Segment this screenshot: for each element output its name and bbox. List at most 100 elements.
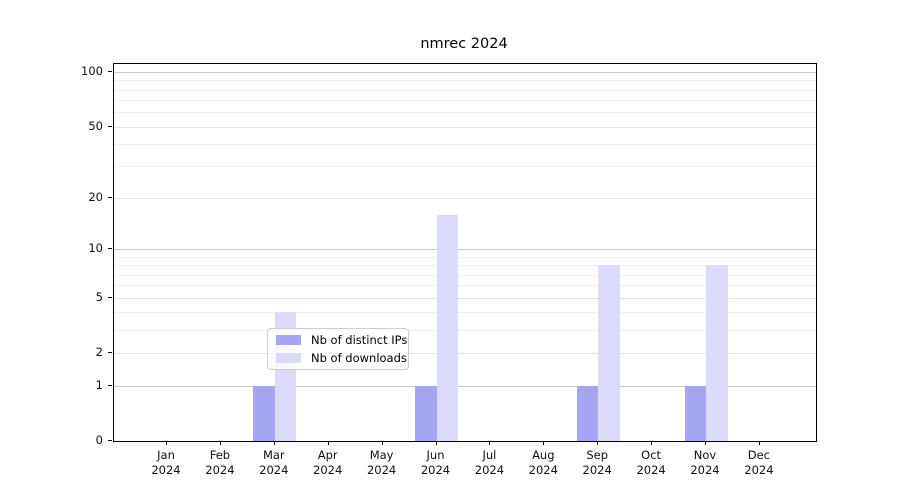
gridline-90 [114,80,816,82]
bar-distinct-ips-sep [576,385,599,441]
y-tick-label: 20 [88,189,103,204]
gridline-9 [114,256,816,258]
month-text: Jul [482,448,497,462]
month-text: Jan [157,448,175,462]
month-text: Nov [693,448,717,462]
x-tick-label-feb: Feb 2024 [193,448,247,478]
gridline-30 [114,166,816,168]
y-tick [108,71,112,72]
gridline-8 [114,265,816,267]
legend-label-distinct-ips: Nb of distinct IPs [311,333,408,347]
legend-label-downloads: Nb of downloads [311,351,407,365]
x-tick-label-dec: Dec 2024 [732,448,786,478]
x-tick-label-oct: Oct 2024 [624,448,678,478]
month-text: Aug [532,448,555,462]
x-tick-label-nov: Nov 2024 [678,448,732,478]
month-text: Sep [586,448,609,462]
month-text: Feb [209,448,231,462]
y-tick-label: 0 [95,433,103,447]
gridline-2 [114,353,816,355]
bar-downloads-sep [598,265,620,441]
x-tick [327,441,329,445]
year-text: 2024 [636,463,666,477]
gridline-5 [114,297,816,299]
y-tick-label: 100 [81,64,103,78]
legend-item-downloads: Nb of downloads [274,351,407,365]
x-tick [166,441,167,445]
month-text: Mar [262,448,285,462]
bar-distinct-ips-nov [684,385,706,441]
y-tick-label: 1 [95,377,103,392]
x-tick [219,441,221,445]
year-text: 2024 [151,463,181,477]
gridline-60 [114,112,816,114]
x-tick-label-may: May 2024 [355,448,409,478]
gridline-80 [114,89,816,91]
gridline-70 [114,100,816,102]
y-tick-label: 10 [88,241,103,256]
y-tick [108,384,112,386]
x-tick-label-jan: Jan 2024 [139,448,193,478]
year-text: 2024 [420,463,451,477]
month-text: Apr [317,448,338,462]
y-tick [108,125,112,127]
year-text: 2024 [744,463,774,477]
x-tick [705,441,706,445]
y-tick [108,248,112,250]
x-tick-label-aug: Aug 2024 [516,448,570,478]
month-text: Oct [641,448,662,462]
legend-swatch-downloads [276,353,301,363]
legend-item-distinct-ips: Nb of distinct IPs [274,333,407,347]
bar-distinct-ips-mar [253,385,275,441]
y-tick-label: 50 [88,118,103,133]
x-tick-label-jun: Jun 2024 [409,448,463,478]
x-tick [543,441,545,445]
x-tick [489,441,491,445]
legend-swatch-distinct-ips [276,335,301,345]
year-text: 2024 [474,463,505,477]
bar-downloads-nov [706,265,728,441]
legend: Nb of distinct IPs Nb of downloads [267,328,409,370]
y-tick-label: 2 [95,345,103,360]
gridline-6 [114,285,816,287]
x-tick [435,441,437,445]
x-tick-label-jul: Jul 2024 [462,448,516,478]
month-text: Dec [747,448,771,462]
year-text: 2024 [313,463,343,477]
x-tick-label-apr: Apr 2024 [301,448,355,478]
year-text: 2024 [528,463,558,477]
year-text: 2024 [690,463,720,477]
y-tick [108,440,112,441]
gridline-7 [114,274,816,276]
year-text: 2024 [259,463,289,477]
y-tick [108,352,112,354]
gridline-40 [114,144,816,146]
gridline-50 [114,126,816,128]
x-tick-label-mar: Mar 2024 [247,448,301,478]
gridline-4 [114,312,816,314]
gridline-20 [114,197,816,199]
x-tick [381,441,383,445]
year-text: 2024 [205,463,235,477]
y-tick-label: 5 [95,289,103,304]
x-tick [758,441,760,445]
bar-downloads-jun [436,214,458,441]
y-tick [108,196,112,198]
y-tick [108,296,112,298]
gridline-1 [114,385,816,387]
bar-distinct-ips-jun [415,385,437,441]
gridline-10 [114,249,816,251]
x-tick [273,441,275,445]
month-text: Jun [426,448,445,462]
x-tick [651,441,653,445]
plot-area [113,63,817,442]
month-text: May [369,448,394,462]
gridline-100 [114,72,816,73]
x-tick-label-sep: Sep 2024 [570,448,624,478]
chart-title: nmrec 2024 [420,36,508,52]
x-tick [597,441,599,445]
gridline-3 [114,330,816,332]
year-text: 2024 [582,463,612,477]
year-text: 2024 [366,463,397,477]
